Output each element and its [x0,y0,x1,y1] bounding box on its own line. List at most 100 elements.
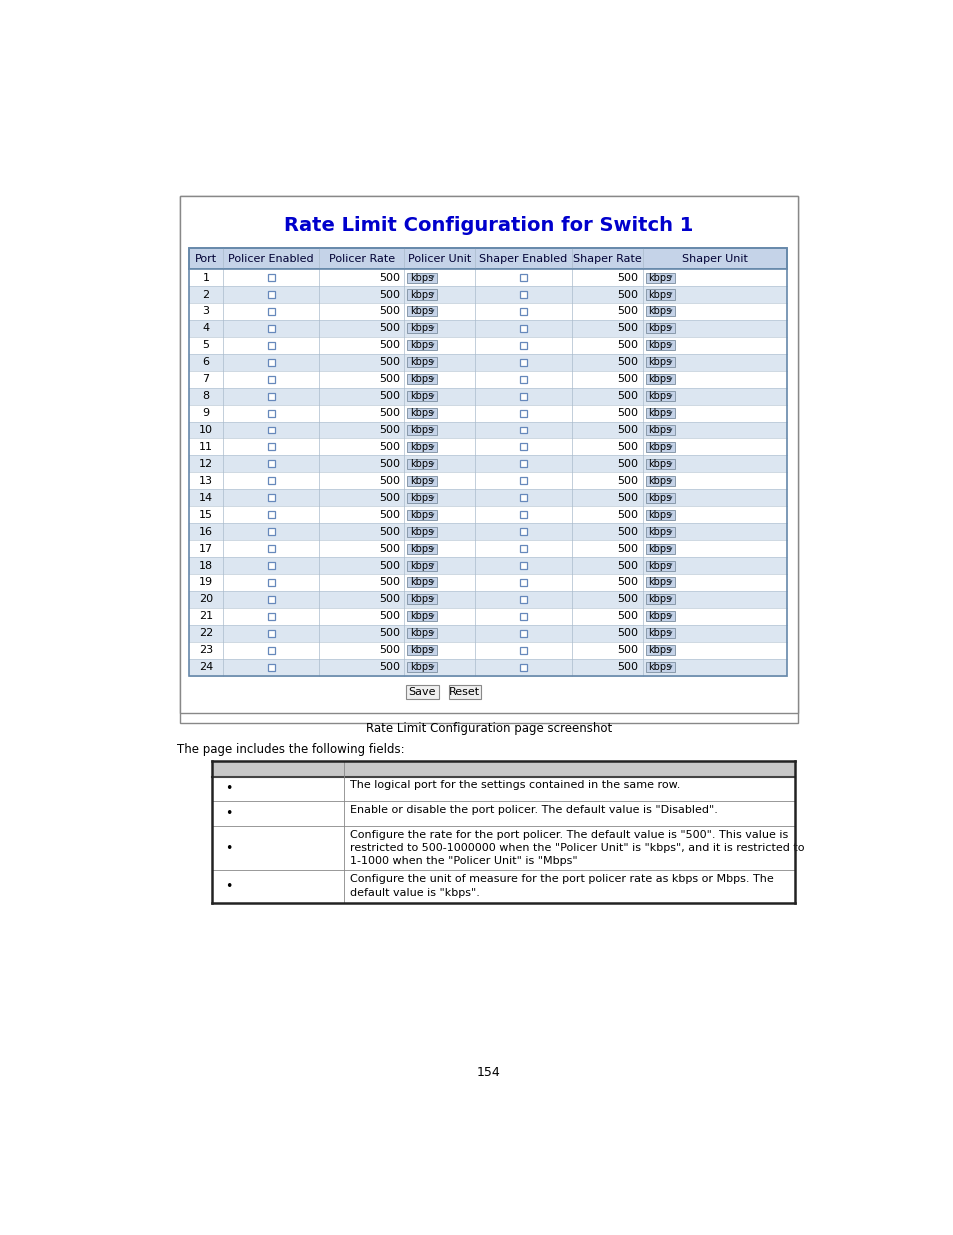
Text: ▾: ▾ [431,309,435,315]
Text: kbps: kbps [410,526,433,537]
Text: ▾: ▾ [669,579,672,585]
Text: 500: 500 [379,324,400,333]
Bar [268,630,274,637]
Bar [645,273,675,283]
Bar [519,274,526,282]
Bar [645,526,675,537]
Text: ▾: ▾ [431,359,435,366]
Text: 500: 500 [617,645,638,656]
Text: ▾: ▾ [431,410,435,416]
Text: 19: 19 [199,578,213,588]
Text: 500: 500 [379,645,400,656]
Bar [407,526,436,537]
Text: kbps: kbps [410,442,433,452]
Text: ▾: ▾ [669,511,672,517]
Bar [519,325,526,332]
Bar [189,489,786,506]
Text: kbps: kbps [647,578,671,588]
Bar [519,613,526,620]
Text: kbps: kbps [647,493,671,503]
Bar [645,543,675,553]
Bar [645,289,675,300]
Bar [268,647,274,653]
Bar [407,561,436,571]
Text: Policer Enabled: Policer Enabled [228,253,314,264]
Text: 500: 500 [617,510,638,520]
Text: 500: 500 [617,662,638,672]
Text: 500: 500 [379,561,400,571]
Bar [212,871,794,903]
Bar [407,442,436,452]
Bar [268,494,274,501]
Bar [268,393,274,400]
Text: 500: 500 [379,273,400,283]
Text: ▾: ▾ [431,579,435,585]
Text: 500: 500 [617,442,638,452]
Text: 10: 10 [199,425,213,435]
Bar [268,342,274,348]
Text: kbps: kbps [647,273,671,283]
Bar [645,493,675,503]
Bar [406,685,438,699]
Text: •: • [225,782,233,795]
Text: ▾: ▾ [669,274,672,280]
Text: 500: 500 [379,341,400,351]
Text: Rate Limit Configuration page screenshot: Rate Limit Configuration page screenshot [365,721,612,735]
Text: 500: 500 [617,374,638,384]
Bar [407,408,436,419]
Bar [519,545,526,552]
Text: 500: 500 [617,594,638,604]
Text: kbps: kbps [410,645,433,656]
Bar [189,248,786,676]
Bar [189,337,786,353]
Text: kbps: kbps [647,543,671,553]
Text: 500: 500 [379,289,400,300]
Text: ▾: ▾ [669,614,672,620]
Bar [645,510,675,520]
Bar [645,408,675,419]
Bar [189,506,786,524]
Bar [519,579,526,585]
Bar [189,658,786,676]
Text: 21: 21 [199,611,213,621]
Bar [519,511,526,519]
Text: 9: 9 [202,408,210,419]
Text: 500: 500 [617,324,638,333]
Text: kbps: kbps [647,306,671,316]
Bar [407,493,436,503]
Bar [268,291,274,298]
Text: kbps: kbps [410,289,433,300]
Text: ▾: ▾ [431,630,435,636]
Text: ▾: ▾ [431,342,435,348]
Text: Shaper Unit: Shaper Unit [681,253,747,264]
Text: •: • [225,881,233,893]
Bar [268,478,274,484]
Text: 18: 18 [199,561,213,571]
Text: 11: 11 [199,442,213,452]
Text: kbps: kbps [647,510,671,520]
Bar [519,562,526,569]
Text: 500: 500 [617,611,638,621]
Bar [645,611,675,621]
Text: ▾: ▾ [669,478,672,484]
Bar [189,248,786,269]
Text: 500: 500 [379,357,400,367]
Bar [519,359,526,366]
Text: ▾: ▾ [431,443,435,450]
Text: ▾: ▾ [669,597,672,603]
Text: ▾: ▾ [669,664,672,671]
Text: 7: 7 [202,374,210,384]
Text: Configure the unit of measure for the port policer rate as kbps or Mbps. The
def: Configure the unit of measure for the po… [350,874,773,898]
Bar [268,308,274,315]
Bar [407,629,436,638]
Bar [645,629,675,638]
Text: kbps: kbps [410,578,433,588]
Text: kbps: kbps [410,475,433,485]
Text: 15: 15 [199,510,213,520]
Text: ▾: ▾ [669,443,672,450]
Bar [519,410,526,416]
Bar [189,592,786,608]
Text: ▾: ▾ [669,393,672,399]
Bar [407,662,436,672]
Text: ▾: ▾ [669,342,672,348]
